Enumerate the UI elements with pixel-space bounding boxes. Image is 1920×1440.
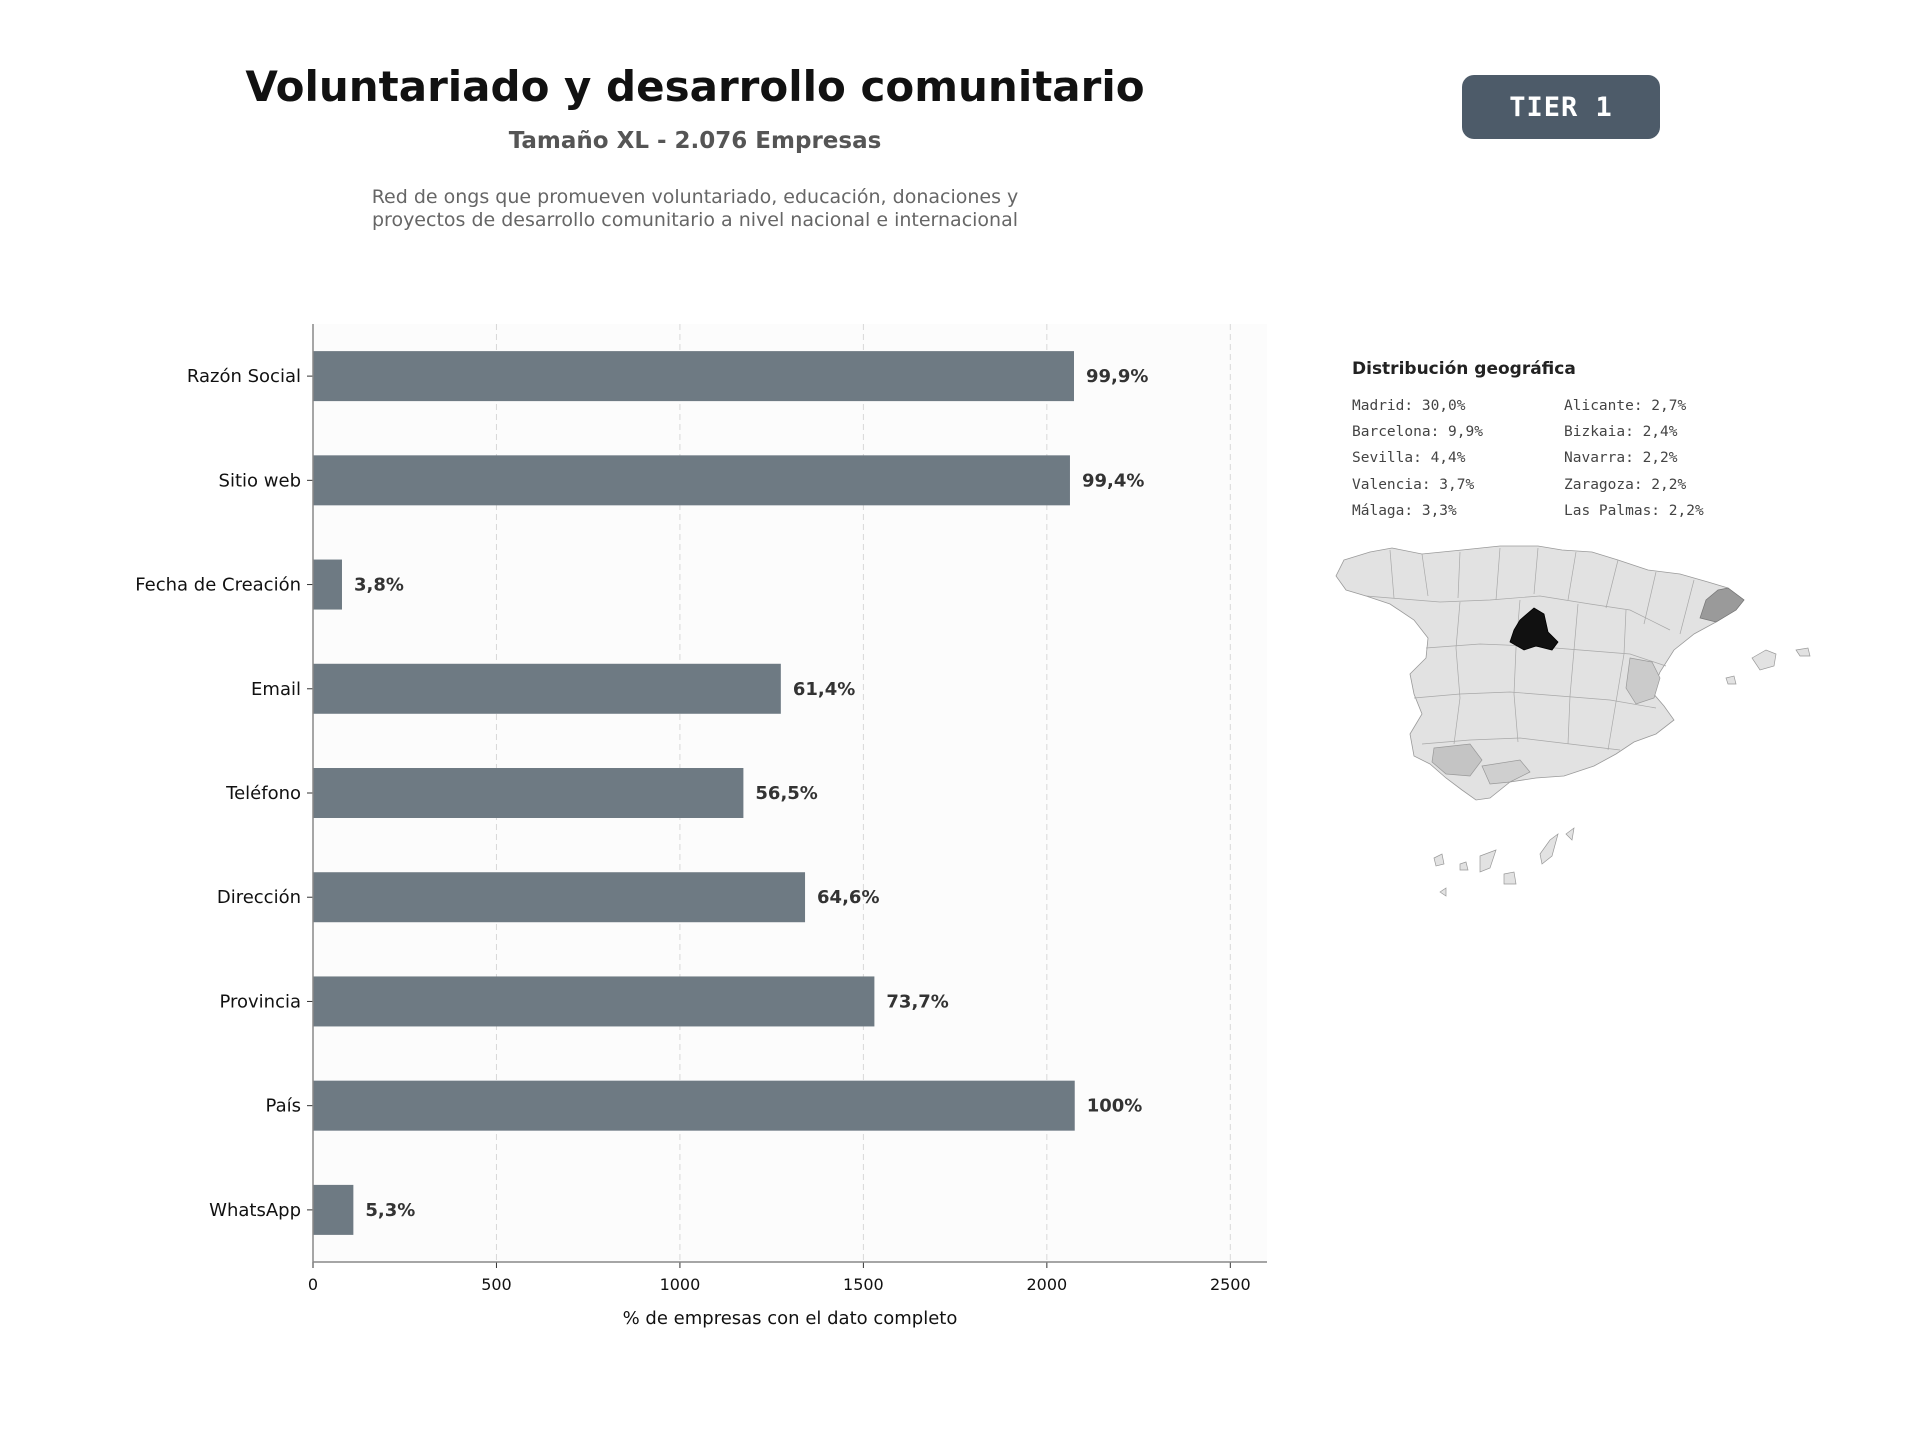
map-region-madrid xyxy=(1509,607,1559,651)
map-balearic-islands xyxy=(1725,647,1811,685)
geo-entry: Valencia: 3,7% xyxy=(1352,476,1475,493)
map-region-malaga xyxy=(1481,759,1531,785)
y-tick-label: Dirección xyxy=(217,887,301,908)
spain-map xyxy=(1335,545,1811,897)
bar-value-label: 61,4% xyxy=(793,679,855,700)
bar xyxy=(313,768,744,818)
geo-entry: Málaga: 3,3% xyxy=(1352,502,1457,519)
geo-title: Distribución geográfica xyxy=(1352,359,1576,379)
y-tick-label: Razón Social xyxy=(187,366,301,387)
map-region-barcelona xyxy=(1699,587,1745,623)
bar-value-label: 73,7% xyxy=(886,991,948,1012)
map-mainland xyxy=(1335,545,1745,801)
geo-entry: Navarra: 2,2% xyxy=(1564,450,1678,467)
geo-entry: Bizkaia: 2,4% xyxy=(1564,424,1678,441)
geo-entry: Madrid: 30,0% xyxy=(1352,398,1466,414)
geo-entry: Alicante: 2,7% xyxy=(1564,398,1687,414)
geo-entry: Barcelona: 9,9% xyxy=(1352,424,1483,441)
y-tick-label: Sitio web xyxy=(219,470,301,491)
y-tick-label: Fecha de Creación xyxy=(135,575,301,596)
y-tick-label: Teléfono xyxy=(225,783,301,804)
description-line-1: Red de ongs que promueven voluntariado, … xyxy=(371,186,1019,208)
y-tick-label: País xyxy=(266,1096,301,1117)
bar xyxy=(313,976,875,1027)
bar-value-label: 64,6% xyxy=(817,887,879,908)
map-canary-islands xyxy=(1433,827,1575,897)
bar xyxy=(313,1184,354,1235)
map-region-valencia xyxy=(1625,657,1661,705)
x-tick-label: 2500 xyxy=(1210,1275,1251,1294)
bar-value-label: 99,4% xyxy=(1082,470,1144,491)
x-tick-label: 2000 xyxy=(1026,1275,1067,1294)
bar-value-label: 99,9% xyxy=(1086,366,1148,387)
bar xyxy=(313,351,1074,402)
geo-list-right: Alicante: 2,7% Bizkaia: 2,4% Navarra: 2,… xyxy=(1564,396,1704,527)
page-description: Red de ongs que promueven voluntariado, … xyxy=(0,186,1390,232)
geo-entry: Las Palmas: 2,2% xyxy=(1564,502,1704,519)
geo-list-left: Madrid: 30,0% Barcelona: 9,9% Sevilla: 4… xyxy=(1352,396,1483,527)
x-tick-label: 1500 xyxy=(843,1275,884,1294)
bar-value-label: 3,8% xyxy=(354,575,404,596)
x-tick-label: 1000 xyxy=(660,1275,701,1294)
x-axis-title: % de empresas con el dato completo xyxy=(623,1308,958,1329)
bar xyxy=(313,455,1070,506)
bar xyxy=(313,663,781,714)
bar xyxy=(313,559,342,610)
bar xyxy=(313,1080,1075,1131)
geo-entry: Zaragoza: 2,2% xyxy=(1564,476,1687,493)
bar-value-label: 56,5% xyxy=(755,783,817,804)
y-tick-label: WhatsApp xyxy=(209,1200,301,1221)
bar-value-label: 100% xyxy=(1087,1096,1143,1117)
x-tick-label: 0 xyxy=(308,1275,318,1294)
x-tick-label: 500 xyxy=(481,1275,512,1294)
geo-entry: Sevilla: 4,4% xyxy=(1352,450,1466,467)
bar xyxy=(313,872,806,923)
y-tick-label: Email xyxy=(251,679,301,700)
page-title: Voluntariado y desarrollo comunitario xyxy=(245,62,1145,111)
page-subtitle: Tamaño XL - 2.076 Empresas xyxy=(508,128,882,154)
description-line-2: proyectos de desarrollo comunitario a ni… xyxy=(371,209,1019,231)
tier-badge: TIER 1 xyxy=(1462,75,1660,139)
bar-value-label: 5,3% xyxy=(365,1200,415,1221)
y-tick-label: Provincia xyxy=(219,991,301,1012)
map-region-sevilla xyxy=(1431,743,1483,777)
